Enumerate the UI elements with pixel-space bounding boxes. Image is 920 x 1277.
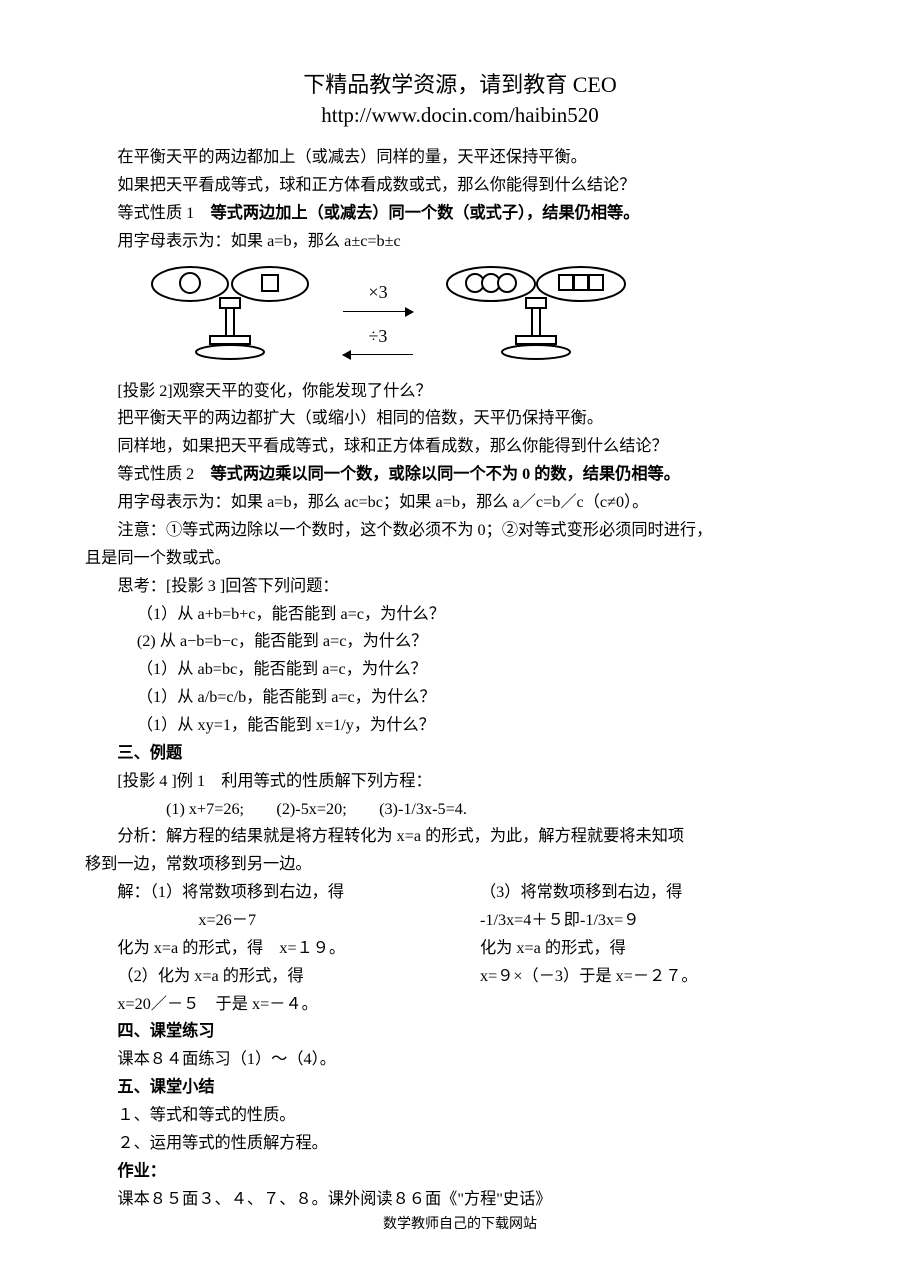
example-1-equations: (1) x+7=26; (2)-5x=20; (3)-1/3x-5=4. xyxy=(85,796,835,824)
solution-line: x=９×（－3）于是 x=－２７。 xyxy=(480,963,835,991)
section-4-heading: 四、课堂练习 xyxy=(85,1018,835,1046)
analysis-line-2: 移到一边，常数项移到另一边。 xyxy=(85,851,835,879)
solution-line: （2）化为 x=a 的形式，得 xyxy=(85,963,440,991)
exercise-ref: 课本８４面练习（1）～（4）。 xyxy=(85,1046,835,1074)
header-line-1: 下精品教学资源，请到教育 CEO xyxy=(85,70,835,101)
property-2: 等式性质 2 等式两边乘以同一个数，或除以同一个不为 0 的数，结果仍相等。 xyxy=(85,461,835,489)
property-1-text: 等式两边加上（或减去）同一个数（或式子），结果仍相等。 xyxy=(210,204,639,222)
arrow-group: ×3 ÷3 xyxy=(343,278,413,355)
balance-left-icon xyxy=(145,262,315,372)
solution-line: 化为 x=a 的形式，得 xyxy=(480,935,835,963)
paragraph: 在平衡天平的两边都加上（或减去）同样的量，天平还保持平衡。 xyxy=(85,144,835,172)
solution-line: 化为 x=a 的形式，得 x=１９。 xyxy=(85,935,440,963)
question-4: （1）从 a/b=c/b，能否能到 a=c，为什么？ xyxy=(85,684,835,712)
question-3: （1）从 ab=bc，能否能到 a=c，为什么？ xyxy=(85,656,835,684)
property-1-label: 等式性质 1 xyxy=(117,204,210,222)
question-1: （1）从 a+b=b+c，能否能到 a=c，为什么？ xyxy=(85,601,835,629)
arrow-divide: ÷3 xyxy=(369,322,388,354)
property-2-text: 等式两边乘以同一个数，或除以同一个不为 0 的数，结果仍相等。 xyxy=(210,465,679,483)
paragraph: 且是同一个数或式。 xyxy=(85,545,835,573)
divide-label: ÷3 xyxy=(369,320,388,352)
solution-right-column: （3）将常数项移到右边，得 -1/3x=4＋５即-1/3x=９ 化为 x=a 的… xyxy=(480,879,835,1018)
solution-line: 解：（1）将常数项移到右边，得 xyxy=(85,879,440,907)
solution-line: x=20／－５ 于是 x=－４。 xyxy=(85,991,440,1019)
solution-line: （3）将常数项移到右边，得 xyxy=(480,879,835,907)
section-3-heading: 三、例题 xyxy=(85,740,835,768)
paragraph: 同样地，如果把天平看成等式，球和正方体看成数，那么你能得到什么结论？ xyxy=(85,433,835,461)
arrow-left-icon xyxy=(343,354,413,355)
analysis-line-1: 分析：解方程的结果就是将方程转化为 x=a 的形式，为此，解方程就要将未知项 xyxy=(85,823,835,851)
paragraph: [投影 2]观察天平的变化，你能发现了什么？ xyxy=(85,378,835,406)
solution-line: x=26－7 xyxy=(85,907,440,935)
paragraph: 如果把天平看成等式，球和正方体看成数或式，那么你能得到什么结论？ xyxy=(85,172,835,200)
multiply-label: ×3 xyxy=(368,276,387,308)
property-1: 等式性质 1 等式两边加上（或减去）同一个数（或式子），结果仍相等。 xyxy=(85,200,835,228)
paragraph: 用字母表示为：如果 a=b，那么 ac=bc；如果 a=b，那么 a／c=b／c… xyxy=(85,489,835,517)
page-footer: 数学教师自己的下载网站 xyxy=(0,1213,920,1233)
page-header: 下精品教学资源，请到教育 CEO http://www.docin.com/ha… xyxy=(85,70,835,130)
page: 下精品教学资源，请到教育 CEO http://www.docin.com/ha… xyxy=(0,0,920,1277)
summary-2: ２、运用等式的性质解方程。 xyxy=(85,1130,835,1158)
solution-left-column: 解：（1）将常数项移到右边，得 x=26－7 化为 x=a 的形式，得 x=１９… xyxy=(85,879,440,1018)
paragraph: 思考：[投影 3 ]回答下列问题： xyxy=(85,573,835,601)
balance-figure: ×3 ÷3 xyxy=(145,262,835,372)
document-body: 在平衡天平的两边都加上（或减去）同样的量，天平还保持平衡。 如果把天平看成等式，… xyxy=(85,144,835,1213)
paragraph: 把平衡天平的两边都扩大（或缩小）相同的倍数，天平仍保持平衡。 xyxy=(85,405,835,433)
example-1-intro: [投影 4 ]例 1 利用等式的性质解下列方程： xyxy=(85,768,835,796)
paragraph: 注意：①等式两边除以一个数时，这个数必须不为 0；②对等式变形必须同时进行， xyxy=(85,517,835,545)
balance-right-icon xyxy=(441,262,631,372)
solution-line: -1/3x=4＋５即-1/3x=９ xyxy=(480,907,835,935)
property-2-label: 等式性质 2 xyxy=(117,465,210,483)
section-5-heading: 五、课堂小结 xyxy=(85,1074,835,1102)
header-url: http://www.docin.com/haibin520 xyxy=(85,101,835,130)
homework-heading: 作业： xyxy=(85,1158,835,1186)
paragraph: 用字母表示为：如果 a=b，那么 a±c=b±c xyxy=(85,228,835,256)
question-5: （1）从 xy=1，能否能到 x=1/y，为什么？ xyxy=(85,712,835,740)
question-2: (2) 从 a−b=b−c，能否能到 a=c，为什么？ xyxy=(85,628,835,656)
arrow-right-icon xyxy=(343,311,413,312)
summary-1: １、等式和等式的性质。 xyxy=(85,1102,835,1130)
homework-text: 课本８５面３、４、７、８。课外阅读８６面《"方程"史话》 xyxy=(85,1186,835,1214)
arrow-multiply: ×3 xyxy=(368,278,387,310)
solution-columns: 解：（1）将常数项移到右边，得 x=26－7 化为 x=a 的形式，得 x=１９… xyxy=(85,879,835,1018)
